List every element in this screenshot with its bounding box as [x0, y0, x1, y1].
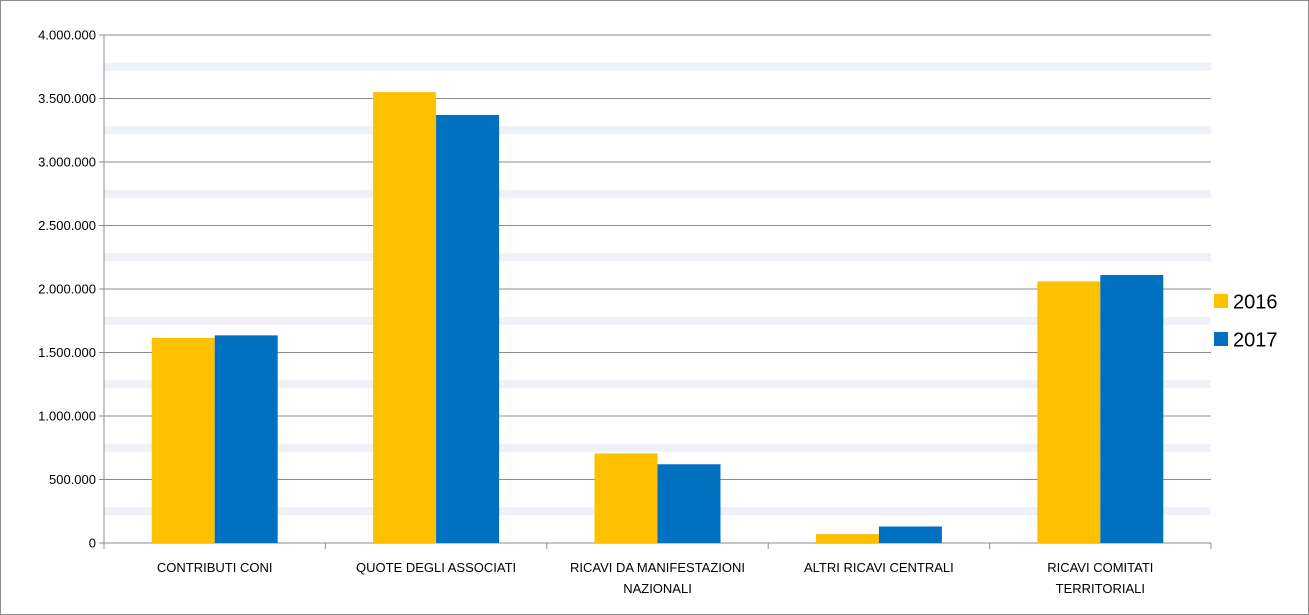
grid-band — [104, 253, 1211, 262]
x-category-label: QUOTE DEGLI ASSOCIATI — [356, 560, 516, 575]
y-tick-label: 3.500.000 — [38, 91, 96, 106]
legend-swatch-2016 — [1214, 294, 1228, 308]
bars — [151, 92, 1164, 544]
y-tick-label: 2.000.000 — [38, 282, 96, 297]
bar-2016-3 — [594, 453, 658, 543]
legend-label-2017: 2017 — [1233, 330, 1278, 352]
bar-2016-1 — [151, 337, 215, 543]
x-category-label: RICAVI COMITATI — [1047, 560, 1153, 575]
grid-band — [104, 62, 1211, 71]
y-tick-label: 1.000.000 — [38, 409, 96, 424]
bar-2017-1 — [214, 335, 278, 543]
legend: 2016 2017 — [1214, 292, 1278, 352]
x-category-label: NAZIONALI — [623, 581, 692, 596]
y-tick-label: 0 — [89, 536, 96, 551]
bar-2017-5 — [1100, 275, 1164, 543]
grid-band — [104, 189, 1211, 198]
y-tick-label: 500.000 — [49, 472, 96, 487]
y-tick-label: 2.500.000 — [38, 218, 96, 233]
bar-2017-2 — [436, 115, 500, 543]
bar-2017-4 — [878, 526, 942, 543]
x-category-label: RICAVI DA MANIFESTAZIONI — [570, 560, 745, 575]
bar-2016-4 — [815, 534, 879, 543]
legend-swatch-2017 — [1214, 332, 1228, 346]
x-category-label: CONTRIBUTI CONI — [157, 560, 273, 575]
x-category-labels: CONTRIBUTI CONI QUOTE DEGLI ASSOCIATI RICA… — [157, 560, 1153, 596]
grid-band — [104, 316, 1211, 325]
grid-band — [104, 380, 1211, 389]
grid-band — [104, 443, 1211, 452]
y-tick-label: 1.500.000 — [38, 345, 96, 360]
x-category-label: TERRITORIALI — [1056, 581, 1145, 596]
bar-2016-2 — [373, 92, 437, 544]
x-category-label: ALTRI RICAVI CENTRALI — [804, 560, 954, 575]
grid-band — [104, 126, 1211, 135]
y-tick-label: 3.000.000 — [38, 155, 96, 170]
y-tick-labels: 0 500.000 1.000.000 1.500.000 2.000.000 2.500… — [38, 28, 96, 551]
bar-2016-5 — [1037, 281, 1101, 543]
bar-2017-3 — [657, 464, 721, 543]
y-tick-label: 4.000.000 — [38, 28, 96, 43]
legend-label-2016: 2016 — [1233, 292, 1278, 314]
